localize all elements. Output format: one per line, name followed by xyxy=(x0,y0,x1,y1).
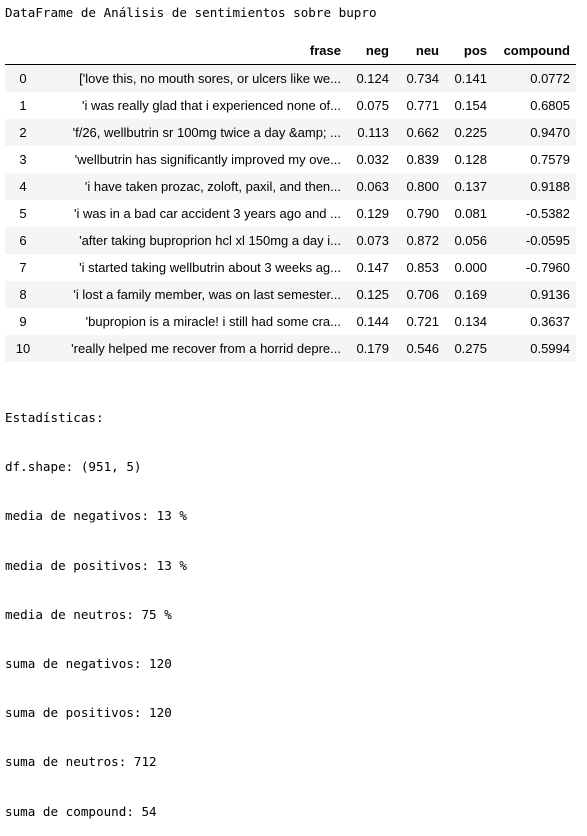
table-row: 9 'bupropion is a miracle! i still had s… xyxy=(5,308,576,335)
cell-neu: 0.546 xyxy=(406,341,439,356)
header-frase: frase xyxy=(41,37,347,65)
header-compound: compound xyxy=(493,37,576,65)
row-index: 9 xyxy=(19,314,27,329)
cell-neg: 0.125 xyxy=(356,287,389,302)
cell-pos: 0.000 xyxy=(454,260,487,275)
cell-compound: -0.7960 xyxy=(525,260,570,275)
cell-compound: 0.5994 xyxy=(530,341,570,356)
cell-compound: -0.0595 xyxy=(525,233,570,248)
cell-pos: 0.081 xyxy=(454,206,487,221)
stats-media-positivos: media de positivos: 13 % xyxy=(5,557,187,573)
cell-neu: 0.790 xyxy=(406,206,439,221)
header-index xyxy=(5,37,41,65)
stats-suma-compound: suma de compound: 54 xyxy=(5,803,157,819)
cell-neu: 0.721 xyxy=(406,314,439,329)
stats-media-neutros: media de neutros: 75 % xyxy=(5,606,172,622)
statistics-output: Estadísticas: df.shape: (951, 5) media d… xyxy=(5,378,187,836)
cell-frase: ['love this, no mouth sores, or ulcers l… xyxy=(79,71,341,86)
stats-suma-neutros: suma de neutros: 712 xyxy=(5,754,157,770)
cell-compound: 0.9188 xyxy=(530,179,570,194)
cell-neu: 0.734 xyxy=(406,71,439,86)
header-pos: pos xyxy=(445,37,493,65)
cell-frase: 'wellbutrin has significantly improved m… xyxy=(74,152,341,167)
table-row: 10 'really helped me recover from a horr… xyxy=(5,335,576,362)
cell-neg: 0.144 xyxy=(356,314,389,329)
cell-pos: 0.154 xyxy=(454,98,487,113)
stats-suma-negativos: suma de negativos: 120 xyxy=(5,655,172,671)
stats-media-negativos: media de negativos: 13 % xyxy=(5,508,187,524)
table-row: 4 'i have taken prozac, zoloft, paxil, a… xyxy=(5,173,576,200)
table-row: 2 'f/26, wellbutrin sr 100mg twice a day… xyxy=(5,119,576,146)
row-index: 1 xyxy=(19,98,27,113)
cell-neu: 0.800 xyxy=(406,179,439,194)
dataframe-table: frase neg neu pos compound 0 ['love this… xyxy=(5,37,576,362)
cell-neu: 0.706 xyxy=(406,287,439,302)
row-index: 4 xyxy=(19,179,27,194)
cell-neg: 0.129 xyxy=(356,206,389,221)
row-index: 3 xyxy=(19,152,27,167)
row-index: 0 xyxy=(19,71,27,86)
row-index: 10 xyxy=(15,341,31,356)
cell-compound: 0.7579 xyxy=(530,152,570,167)
cell-frase: 'after taking buproprion hcl xl 150mg a … xyxy=(79,233,341,248)
table-row: 3 'wellbutrin has significantly improved… xyxy=(5,146,576,173)
cell-pos: 0.141 xyxy=(454,71,487,86)
cell-compound: -0.5382 xyxy=(525,206,570,221)
cell-compound: 0.0772 xyxy=(530,71,570,86)
table-header-row: frase neg neu pos compound xyxy=(5,37,576,65)
cell-frase: 'really helped me recover from a horrid … xyxy=(71,341,341,356)
cell-frase: 'bupropion is a miracle! i still had som… xyxy=(85,314,341,329)
cell-neu: 0.662 xyxy=(406,125,439,140)
cell-compound: 0.9470 xyxy=(530,125,570,140)
cell-neu: 0.839 xyxy=(406,152,439,167)
header-neg: neg xyxy=(347,37,395,65)
cell-neg: 0.179 xyxy=(356,341,389,356)
stats-shape: df.shape: (951, 5) xyxy=(5,459,142,475)
cell-frase: 'i started taking wellbutrin about 3 wee… xyxy=(79,260,341,275)
stats-suma-positivos: suma de positivos: 120 xyxy=(5,705,172,721)
table-row: 1 'i was really glad that i experienced … xyxy=(5,92,576,119)
cell-pos: 0.128 xyxy=(454,152,487,167)
cell-pos: 0.169 xyxy=(454,287,487,302)
cell-neu: 0.853 xyxy=(406,260,439,275)
cell-neu: 0.872 xyxy=(406,233,439,248)
cell-frase: 'f/26, wellbutrin sr 100mg twice a day &… xyxy=(72,125,341,140)
row-index: 6 xyxy=(19,233,27,248)
table-row: 6 'after taking buproprion hcl xl 150mg … xyxy=(5,227,576,254)
cell-neg: 0.113 xyxy=(357,125,389,140)
cell-pos: 0.134 xyxy=(454,314,487,329)
table-row: 8 'i lost a family member, was on last s… xyxy=(5,281,576,308)
table-row: 0 ['love this, no mouth sores, or ulcers… xyxy=(5,64,576,92)
cell-pos: 0.137 xyxy=(454,179,487,194)
table-row: 7 'i started taking wellbutrin about 3 w… xyxy=(5,254,576,281)
stats-heading: Estadísticas: xyxy=(5,410,104,425)
cell-frase: 'i was really glad that i experienced no… xyxy=(81,98,341,113)
cell-neg: 0.073 xyxy=(356,233,389,248)
cell-neg: 0.147 xyxy=(356,260,389,275)
row-index: 2 xyxy=(19,125,27,140)
output-title: DataFrame de Análisis de sentimientos so… xyxy=(5,5,377,20)
cell-compound: 0.6805 xyxy=(530,98,570,113)
cell-neu: 0.771 xyxy=(406,98,439,113)
cell-pos: 0.225 xyxy=(454,125,487,140)
row-index: 5 xyxy=(19,206,27,221)
header-neu: neu xyxy=(395,37,445,65)
cell-neg: 0.032 xyxy=(356,152,389,167)
cell-compound: 0.3637 xyxy=(530,314,570,329)
cell-frase: 'i was in a bad car accident 3 years ago… xyxy=(74,206,341,221)
row-index: 8 xyxy=(19,287,27,302)
cell-pos: 0.275 xyxy=(454,341,487,356)
table-row: 5 'i was in a bad car accident 3 years a… xyxy=(5,200,576,227)
cell-neg: 0.124 xyxy=(356,71,389,86)
row-index: 7 xyxy=(19,260,27,275)
cell-frase: 'i have taken prozac, zoloft, paxil, and… xyxy=(84,179,341,194)
cell-pos: 0.056 xyxy=(454,233,487,248)
cell-neg: 0.075 xyxy=(356,98,389,113)
cell-frase: 'i lost a family member, was on last sem… xyxy=(73,287,341,302)
cell-compound: 0.9136 xyxy=(530,287,570,302)
cell-neg: 0.063 xyxy=(356,179,389,194)
